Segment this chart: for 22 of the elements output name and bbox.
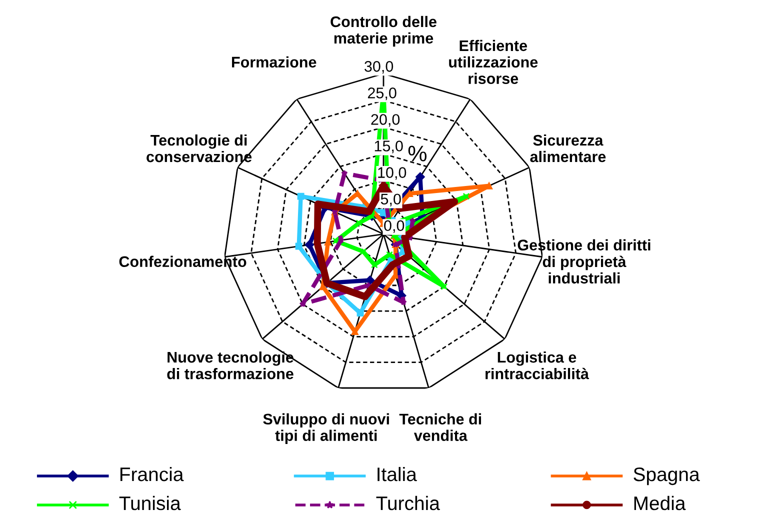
y-tick-label: 5,0 (380, 194, 401, 206)
legend-label: Italia (378, 466, 417, 482)
spoke-label: Nuove tecnologie di trasformazione (167, 351, 294, 380)
y-tick-label: 10,0 (378, 167, 406, 180)
legend-label: Tunisia (119, 496, 181, 510)
spoke-label: Sviluppo di nuovi tipi di alimenti (263, 413, 389, 444)
spoke-label: Formazione (232, 56, 316, 68)
text: % (408, 146, 427, 162)
spoke-label: Logistica e rintracciabilità (486, 351, 590, 380)
spoke-label: Tecniche di vendita (399, 413, 482, 441)
legend-label: Media (634, 496, 686, 510)
y-tick-label: 0,0 (384, 220, 404, 233)
y-tick-label: 20,0 (371, 114, 400, 127)
spoke-label: Sicurezza alimentare (530, 134, 606, 162)
spoke-label: Controllo delle materie prime (330, 16, 436, 47)
legend-label: Spagna (634, 467, 700, 486)
legend-label: Turchia (376, 496, 440, 510)
legend-label: Francia (120, 466, 184, 482)
y-tick-label: 30,0 (364, 60, 394, 74)
y-tick-label: 15,0 (374, 140, 403, 154)
spoke-label: Efficiente utilizzazione risorse (449, 40, 538, 84)
y-tick-label: 25,0 (368, 88, 396, 100)
